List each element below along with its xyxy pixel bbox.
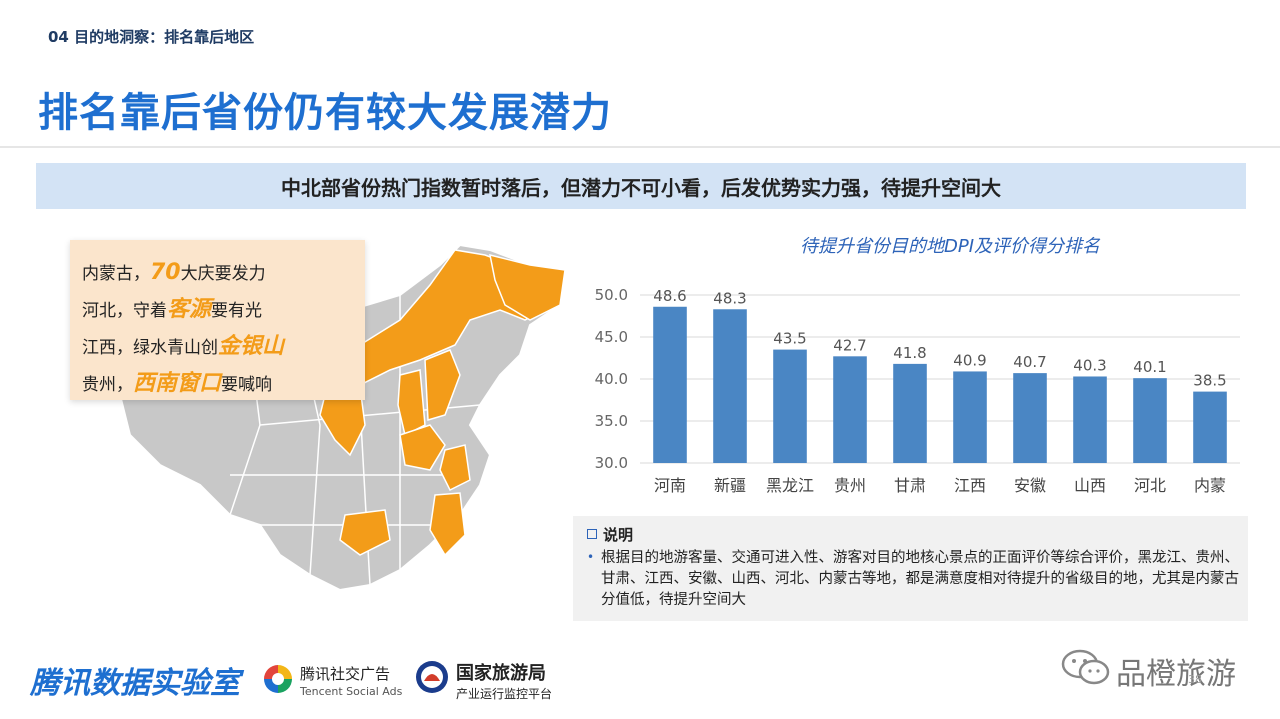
bar bbox=[893, 363, 927, 463]
x-tick-label: 甘肃 bbox=[894, 476, 926, 495]
map-region-heilongjiang bbox=[489, 253, 566, 321]
y-tick-label: 50.0 bbox=[595, 286, 628, 304]
bar-value-label: 40.1 bbox=[1133, 358, 1166, 376]
bar-value-label: 42.7 bbox=[833, 336, 866, 354]
y-tick-label: 35.0 bbox=[595, 412, 628, 430]
note-box: 说明 • 根据目的地游客量、交通可进入性、游客对目的地核心景点的正面评价等综合评… bbox=[573, 516, 1248, 621]
bar-value-label: 40.9 bbox=[953, 351, 986, 369]
bullet-icon: • bbox=[587, 550, 595, 564]
bar-value-label: 48.6 bbox=[653, 287, 686, 305]
wechat-icon bbox=[1061, 649, 1110, 685]
bar bbox=[1013, 373, 1047, 463]
china-province-map bbox=[118, 243, 567, 592]
bar-value-label: 43.5 bbox=[773, 330, 806, 348]
wechat-watermark: 品橙旅游 bbox=[1060, 645, 1270, 695]
bar bbox=[773, 349, 807, 463]
x-tick-label: 山西 bbox=[1074, 476, 1106, 495]
x-tick-label: 贵州 bbox=[834, 476, 866, 495]
callout-line-hebei: 河北，守着客源要有光 bbox=[82, 297, 263, 322]
note-text: 根据目的地游客量、交通可进入性、游客对目的地核心景点的正面评价等综合评价，黑龙江… bbox=[601, 550, 1239, 608]
map-region-hebei bbox=[424, 349, 461, 421]
x-tick-label: 黑龙江 bbox=[766, 476, 814, 495]
section-tag: 04 目的地洞察：排名靠后地区 bbox=[48, 28, 255, 46]
x-tick-label: 内蒙 bbox=[1194, 476, 1226, 495]
footer: 腾讯数据实验室 腾讯社交广告 Tencent Social Ads 国家旅游局 … bbox=[0, 645, 1280, 719]
bar-value-label: 41.8 bbox=[893, 344, 926, 362]
province-callout: 内蒙古，70大庆要发力 河北，守着客源要有光 江西，绿水青山创金银山 贵州，西南… bbox=[70, 240, 365, 400]
tsa-ring-icon bbox=[264, 665, 292, 693]
x-tick-label: 安徽 bbox=[1014, 476, 1046, 495]
bar-value-label: 40.3 bbox=[1073, 356, 1106, 374]
bar bbox=[1073, 376, 1107, 463]
map-region-jiangxi bbox=[429, 492, 466, 557]
note-heading: 说明 bbox=[587, 524, 633, 545]
tencent-social-ads-logo: 腾讯社交广告 Tencent Social Ads bbox=[262, 663, 402, 699]
chart-title: 待提升省份目的地DPI及评价得分排名 bbox=[800, 236, 1101, 257]
national-tourism-logo: 国家旅游局 产业运行监控平台 bbox=[414, 659, 552, 701]
map-region-guizhou bbox=[339, 509, 391, 556]
x-tick-label: 江西 bbox=[954, 476, 986, 495]
x-tick-label: 新疆 bbox=[714, 476, 746, 495]
summary-banner: 中北部省份热门指数暂时落后，但潜力不可小看，后发优势实力强，待提升空间大 bbox=[36, 163, 1246, 209]
bar bbox=[1133, 378, 1167, 463]
callout-line-jiangxi: 江西，绿水青山创金银山 bbox=[82, 334, 285, 359]
summary-banner-text: 中北部省份热门指数暂时落后，但潜力不可小看，后发优势实力强，待提升空间大 bbox=[281, 175, 1001, 200]
tencent-data-lab-logo: 腾讯数据实验室 bbox=[30, 666, 240, 701]
y-tick-label: 45.0 bbox=[595, 328, 628, 346]
x-tick-label: 河北 bbox=[1134, 476, 1166, 495]
bar bbox=[1193, 391, 1227, 463]
bar-value-label: 40.7 bbox=[1013, 353, 1046, 371]
y-tick-label: 40.0 bbox=[595, 370, 628, 388]
nta-emblem-icon bbox=[416, 661, 448, 693]
bar-value-label: 48.3 bbox=[713, 289, 746, 307]
bar bbox=[713, 309, 747, 463]
checkbox-square-icon bbox=[587, 529, 597, 539]
x-tick-label: 河南 bbox=[654, 476, 686, 495]
dpi-bar-chart: 30.0 35.0 40.0 45.0 50.0 48.6 河南 48.3 新疆 43.5 黑龙江 4… bbox=[595, 286, 1240, 495]
slide-title: 排名靠后省份仍有较大发展潜力 bbox=[38, 90, 612, 136]
page-number: 38 bbox=[1188, 673, 1202, 686]
bar bbox=[833, 356, 867, 463]
map-region-anhui bbox=[439, 444, 471, 492]
callout-line-guizhou: 贵州，西南窗口要喊响 bbox=[82, 371, 273, 396]
y-tick-label: 30.0 bbox=[595, 454, 628, 472]
bar-value-label: 38.5 bbox=[1193, 372, 1226, 390]
bar bbox=[653, 306, 687, 463]
bar bbox=[953, 371, 987, 463]
map-region-shanxi bbox=[397, 369, 426, 437]
callout-line-neimenggu: 内蒙古，70大庆要发力 bbox=[82, 260, 266, 285]
title-divider bbox=[0, 146, 1280, 148]
map-region-henan bbox=[399, 424, 446, 471]
